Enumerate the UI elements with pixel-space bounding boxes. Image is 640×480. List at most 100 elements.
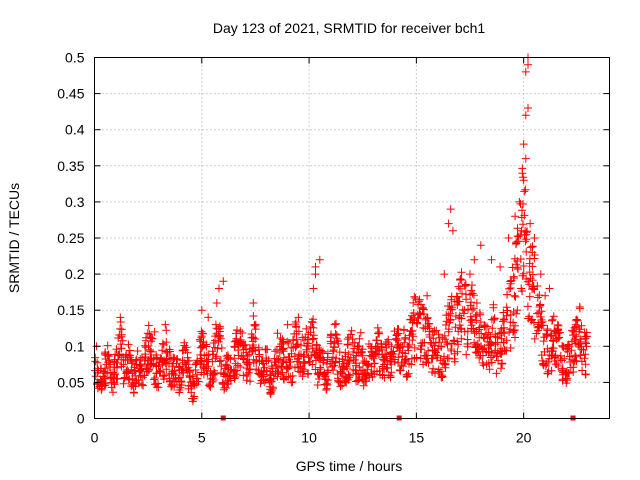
data-point: [215, 322, 224, 331]
data-point: [133, 347, 142, 355]
data-point: [318, 347, 327, 356]
data-point: [299, 358, 308, 367]
data-point: [401, 356, 409, 365]
data-point: [451, 323, 460, 332]
y-tick-label: 0.3: [65, 194, 85, 210]
data-point: [541, 291, 550, 300]
data-point: [278, 368, 287, 377]
data-point: [509, 318, 518, 327]
data-point: [315, 255, 324, 264]
data-point: [489, 303, 498, 312]
data-point: [533, 282, 542, 290]
data-point: [425, 327, 434, 336]
data-point: [554, 362, 563, 370]
data-point: [117, 362, 126, 371]
data-point: [571, 316, 580, 325]
data-point: [391, 335, 400, 344]
data-point: [505, 284, 514, 293]
data-point: [416, 310, 425, 319]
data-point: [405, 340, 414, 349]
y-tick-label: 0.45: [57, 86, 84, 102]
data-point: [251, 325, 260, 334]
data-point: [353, 376, 362, 385]
data-point: [453, 293, 462, 301]
data-point: [162, 326, 171, 335]
data-point: [489, 315, 498, 324]
data-point: [470, 255, 479, 264]
data-point: [533, 309, 541, 318]
data-point: [209, 350, 218, 359]
data-point: [466, 270, 474, 279]
data-point: [511, 212, 520, 221]
data-point: [323, 368, 332, 377]
data-point: [202, 364, 211, 373]
data-point: [193, 370, 201, 379]
data-point: [354, 342, 363, 351]
data-point: [216, 356, 225, 365]
data-point: [263, 345, 272, 354]
data-point: [269, 384, 278, 393]
data-point: [226, 355, 235, 364]
data-point: [311, 262, 320, 271]
data-point: [566, 352, 574, 361]
data-point: [199, 329, 207, 338]
data-point: [336, 382, 345, 391]
data-point: [572, 323, 581, 332]
data-point: [472, 340, 480, 349]
data-point: [129, 388, 138, 397]
y-tick-label: 0.4: [65, 122, 85, 138]
data-point: [455, 311, 464, 320]
data-point: [204, 313, 213, 322]
data-point: [509, 272, 518, 281]
data-point: [211, 369, 219, 378]
data-point: [283, 320, 292, 329]
data-point: [423, 313, 432, 322]
data-point: [504, 234, 513, 242]
data-point: [467, 298, 475, 307]
data-point: [580, 354, 589, 363]
data-point: [506, 310, 515, 319]
data-point: [408, 330, 417, 339]
data-point: [449, 336, 458, 345]
data-point: [373, 323, 382, 332]
data-point: [401, 333, 410, 342]
data-point: [231, 359, 240, 368]
data-point: [415, 297, 424, 306]
data-point: [484, 328, 493, 337]
data-point: [412, 318, 421, 327]
data-point: [565, 369, 574, 378]
data-point: [548, 315, 557, 324]
data-point: [528, 276, 537, 285]
data-point: [502, 336, 511, 345]
data-point: [516, 255, 525, 264]
data-point: [372, 336, 381, 345]
data-point: [528, 248, 537, 257]
data-point: [162, 338, 171, 347]
data-point: [563, 376, 571, 385]
data-point: [455, 297, 464, 306]
data-point: [346, 330, 355, 339]
x-tick-label: 5: [198, 430, 206, 446]
data-point: [308, 335, 317, 344]
data-point: [500, 315, 509, 324]
data-point: [523, 302, 532, 311]
data-point: [499, 308, 508, 317]
data-point: [209, 376, 218, 384]
data-point: [271, 361, 280, 369]
data-point: [491, 330, 500, 339]
data-point: [518, 206, 526, 215]
data-point: [521, 185, 530, 194]
data-point: [431, 338, 440, 347]
data-point: [100, 374, 109, 383]
data-point: [353, 342, 362, 351]
data-point: [112, 374, 121, 383]
data-point: [197, 333, 206, 342]
data-point: [438, 333, 447, 342]
data-point: [433, 351, 442, 360]
data-point: [560, 354, 569, 363]
data-point: [212, 352, 221, 361]
data-point: [521, 111, 530, 120]
data-point: [262, 366, 271, 375]
data-point: [176, 383, 185, 392]
data-point: [181, 360, 190, 369]
